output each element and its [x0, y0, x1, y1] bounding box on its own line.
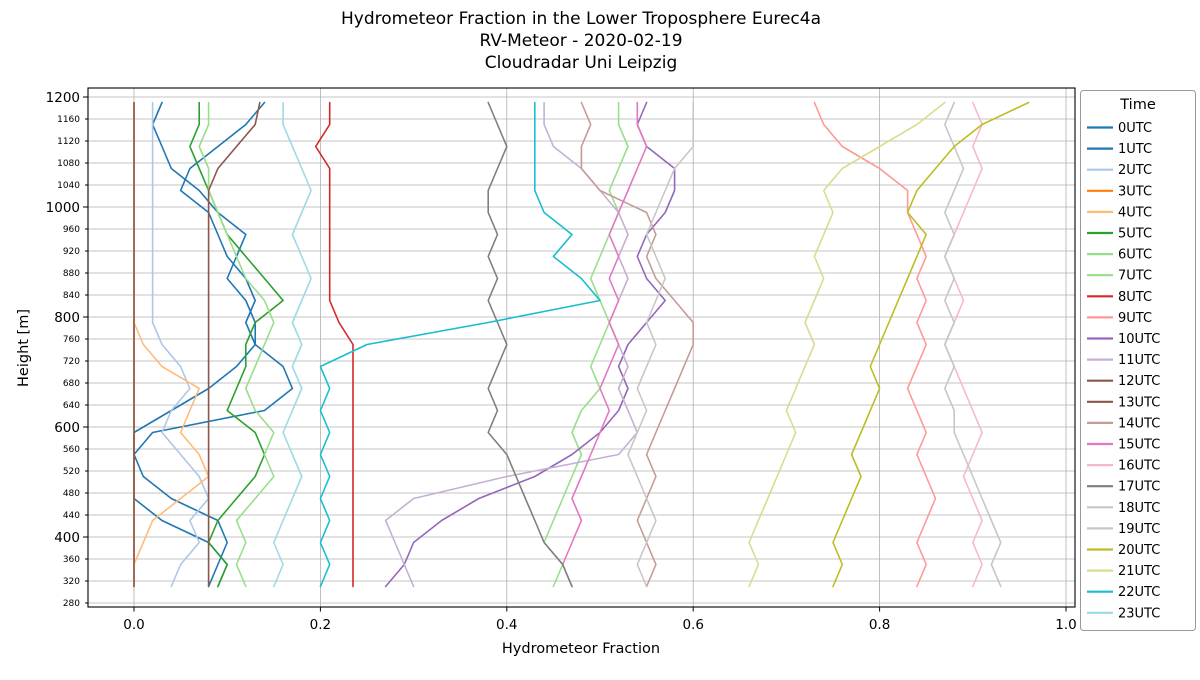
axes-box: [87, 87, 1076, 608]
y-tick-label: 600: [54, 420, 80, 436]
y-tick-label: 1200: [46, 90, 80, 106]
y-tick-label: 520: [63, 467, 80, 477]
series-line-21UTC: [748, 101, 946, 588]
series-line-15UTC: [561, 101, 648, 588]
series-line-20UTC: [832, 101, 1030, 588]
legend-label-9UTC: 9UTC: [1118, 311, 1152, 326]
ticks: 0.0 0.2 0.4 0.6 0.8 1.0 280 320 360 400 440 480 520 5…: [46, 90, 1077, 633]
legend: Time 0UTC 1UTC 2UTC 3UTC 4UTC 5UTC 6UTC 7UTC 8UTC…: [1080, 90, 1196, 631]
series-line-9UTC: [813, 101, 937, 588]
x-tick-label: 1.0: [1055, 617, 1076, 633]
y-tick-label: 1160: [57, 115, 80, 125]
y-tick-label: 920: [63, 247, 80, 257]
legend-label-19UTC: 19UTC: [1118, 522, 1160, 537]
legend-label-13UTC: 13UTC: [1118, 395, 1160, 410]
legend-label-20UTC: 20UTC: [1118, 543, 1160, 558]
series-line-22UTC: [319, 101, 601, 588]
legend-label-21UTC: 21UTC: [1118, 564, 1160, 579]
legend-label-12UTC: 12UTC: [1118, 374, 1160, 389]
series-line-12UTC: [207, 101, 261, 588]
chart-title-line-1: Hydrometeor Fraction in the Lower Tropos…: [341, 9, 821, 29]
chart-title-line-2: RV-Meteor - 2020-02-19: [479, 31, 682, 51]
legend-label-18UTC: 18UTC: [1118, 501, 1160, 516]
y-tick-label: 360: [63, 555, 80, 565]
y-tick-label: 1000: [46, 200, 80, 216]
x-tick-label: 0.4: [496, 617, 517, 633]
series-line-14UTC: [580, 101, 695, 588]
legend-label-6UTC: 6UTC: [1118, 248, 1152, 263]
legend-label-22UTC: 22UTC: [1118, 585, 1160, 600]
series-line-2UTC: [151, 101, 210, 588]
y-tick-label: 1040: [57, 181, 80, 191]
chart-title-line-3: Cloudradar Uni Leipzig: [485, 53, 678, 73]
series-line-19UTC: [943, 101, 1002, 588]
y-tick-label: 560: [63, 445, 80, 455]
legend-box: [1080, 90, 1196, 631]
legend-label-10UTC: 10UTC: [1118, 332, 1160, 347]
legend-label-1UTC: 1UTC: [1118, 142, 1152, 157]
y-tick-label: 480: [63, 489, 80, 499]
legend-label-3UTC: 3UTC: [1118, 184, 1152, 199]
legend-label-7UTC: 7UTC: [1118, 269, 1152, 284]
legend-label-11UTC: 11UTC: [1118, 353, 1160, 368]
y-tick-label: 280: [63, 599, 80, 609]
series-line-23UTC: [272, 101, 312, 588]
series-line-8UTC: [314, 101, 354, 588]
y-axis-label: Height [m]: [16, 309, 32, 387]
x-tick-label: 0.6: [682, 617, 703, 633]
series-line-1UTC: [133, 101, 256, 588]
y-tick-label: 1120: [57, 137, 80, 147]
x-tick-label: 0.8: [869, 617, 890, 633]
series-line-17UTC: [487, 101, 573, 588]
x-tick-label: 0.2: [310, 617, 331, 633]
legend-label-14UTC: 14UTC: [1118, 416, 1160, 431]
series-line-7UTC: [543, 101, 629, 588]
y-tick-label: 760: [63, 335, 80, 345]
x-tick-label: 0.0: [123, 617, 144, 633]
y-tick-label: 840: [63, 291, 80, 301]
legend-label-17UTC: 17UTC: [1118, 480, 1160, 495]
gridlines: [88, 88, 1075, 607]
legend-label-15UTC: 15UTC: [1118, 438, 1160, 453]
legend-label-5UTC: 5UTC: [1118, 227, 1152, 242]
series-line-5UTC: [189, 101, 284, 588]
y-tick-label: 680: [63, 379, 80, 389]
y-tick-label: 400: [54, 530, 80, 546]
y-tick-label: 440: [63, 511, 80, 521]
y-tick-label: 640: [63, 401, 80, 411]
x-axis-label: Hydrometeor Fraction: [502, 641, 660, 657]
y-tick-label: 320: [63, 577, 80, 587]
y-tick-label: 880: [63, 269, 80, 279]
y-tick-label: 720: [63, 357, 80, 367]
legend-label-8UTC: 8UTC: [1118, 290, 1152, 305]
series-line-6UTC: [198, 101, 275, 588]
legend-title: Time: [1119, 97, 1156, 113]
series-line-18UTC: [627, 101, 695, 588]
y-tick-label: 800: [54, 310, 80, 326]
legend-label-2UTC: 2UTC: [1118, 163, 1152, 178]
legend-label-16UTC: 16UTC: [1118, 459, 1160, 474]
legend-label-4UTC: 4UTC: [1118, 205, 1152, 220]
legend-label-0UTC: 0UTC: [1118, 121, 1152, 136]
y-tick-label: 1080: [57, 159, 80, 169]
series-group: [133, 101, 1030, 588]
legend-label-23UTC: 23UTC: [1118, 606, 1160, 621]
series-line-10UTC: [384, 101, 676, 588]
y-tick-label: 960: [63, 225, 80, 235]
